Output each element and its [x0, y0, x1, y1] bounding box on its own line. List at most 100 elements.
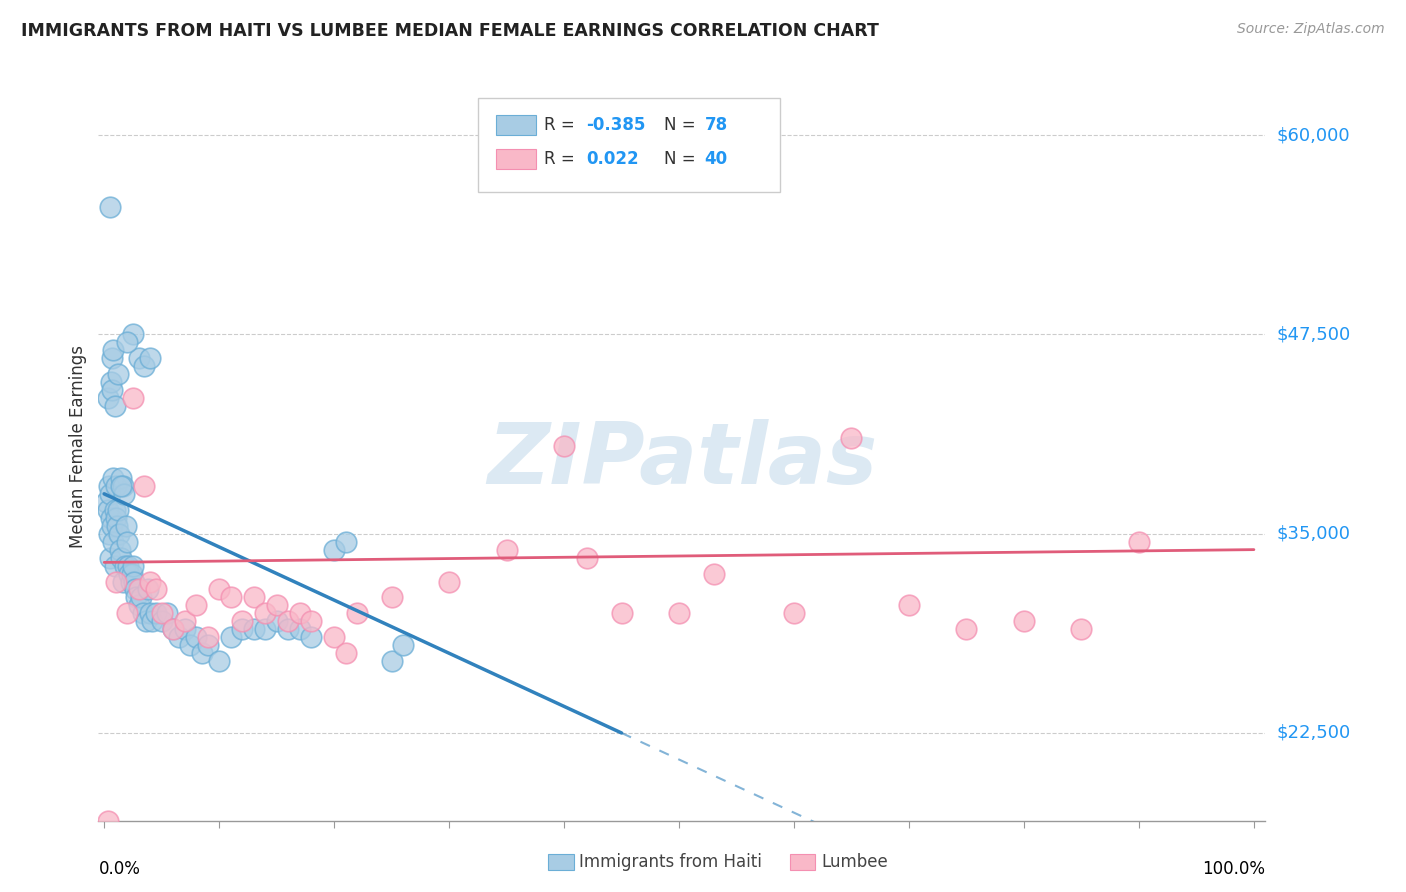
Point: [134, 479, 156, 493]
Point: [145, 607, 167, 621]
Point: [1128, 534, 1150, 549]
Point: [266, 615, 288, 629]
Text: 40: 40: [704, 150, 727, 168]
Point: [103, 534, 125, 549]
Text: N =: N =: [664, 150, 700, 168]
Point: [104, 479, 127, 493]
Text: ZIPatlas: ZIPatlas: [486, 419, 877, 502]
Point: [335, 646, 357, 660]
Point: [97, 526, 120, 541]
Point: [437, 574, 460, 589]
Point: [118, 566, 141, 581]
Point: [277, 623, 299, 637]
Point: [231, 623, 253, 637]
Text: $60,000: $60,000: [1277, 126, 1350, 145]
Point: [197, 638, 219, 652]
Text: IMMIGRANTS FROM HAITI VS LUMBEE MEDIAN FEMALE EARNINGS CORRELATION CHART: IMMIGRANTS FROM HAITI VS LUMBEE MEDIAN F…: [21, 22, 879, 40]
Text: 100.0%: 100.0%: [1202, 861, 1265, 879]
Point: [128, 599, 150, 613]
Point: [114, 558, 136, 573]
Point: [553, 439, 575, 453]
Point: [219, 630, 242, 644]
Point: [156, 607, 179, 621]
Text: N =: N =: [664, 116, 700, 134]
Text: Immigrants from Haiti: Immigrants from Haiti: [579, 853, 762, 871]
Point: [115, 607, 138, 621]
Point: [128, 582, 150, 597]
Point: [105, 518, 128, 533]
Text: -0.385: -0.385: [586, 116, 645, 134]
Point: [299, 630, 322, 644]
Point: [107, 368, 129, 382]
Point: [139, 607, 162, 621]
Point: [197, 630, 219, 644]
Point: [576, 550, 599, 565]
Point: [392, 638, 415, 652]
Point: [242, 591, 264, 605]
Point: [132, 607, 155, 621]
Text: 78: 78: [704, 116, 727, 134]
Point: [110, 550, 132, 565]
Point: [150, 615, 173, 629]
Point: [101, 351, 124, 366]
Point: [186, 630, 208, 644]
Point: [135, 615, 157, 629]
Text: R =: R =: [544, 150, 585, 168]
Point: [955, 623, 977, 637]
Point: [120, 574, 142, 589]
Point: [117, 558, 139, 573]
Point: [173, 623, 195, 637]
Point: [145, 582, 167, 597]
Point: [128, 351, 150, 366]
Text: R =: R =: [544, 116, 581, 134]
Point: [299, 615, 322, 629]
Point: [96, 495, 118, 509]
Point: [134, 359, 156, 374]
Point: [98, 487, 121, 501]
Point: [150, 607, 173, 621]
Point: [266, 599, 288, 613]
Point: [139, 351, 162, 366]
Point: [98, 550, 121, 565]
Point: [115, 534, 138, 549]
Point: [191, 646, 214, 660]
Point: [381, 591, 404, 605]
Point: [115, 335, 138, 350]
Point: [841, 431, 863, 445]
Point: [242, 623, 264, 637]
Text: $47,500: $47,500: [1277, 326, 1351, 343]
Point: [668, 607, 690, 621]
Point: [103, 471, 125, 485]
Point: [100, 376, 122, 390]
Point: [162, 623, 184, 637]
Point: [108, 526, 131, 541]
Point: [323, 630, 346, 644]
Point: [898, 599, 921, 613]
Point: [111, 479, 134, 493]
Point: [110, 542, 132, 557]
Point: [110, 471, 132, 485]
Point: [381, 654, 404, 668]
Point: [103, 558, 125, 573]
Point: [335, 534, 357, 549]
Point: [112, 487, 135, 501]
Point: [104, 574, 127, 589]
Point: [107, 502, 129, 516]
Y-axis label: Median Female Earnings: Median Female Earnings: [69, 344, 87, 548]
Point: [98, 200, 121, 214]
Point: [110, 479, 132, 493]
Point: [122, 558, 145, 573]
Point: [97, 479, 120, 493]
Point: [122, 327, 145, 342]
Point: [100, 510, 122, 524]
Point: [219, 591, 242, 605]
Text: 0.0%: 0.0%: [98, 861, 141, 879]
Point: [139, 574, 162, 589]
Point: [104, 510, 127, 524]
Point: [122, 574, 145, 589]
Point: [97, 814, 120, 828]
Point: [162, 623, 184, 637]
Point: [122, 391, 145, 405]
Point: [97, 391, 120, 405]
Point: [101, 518, 124, 533]
